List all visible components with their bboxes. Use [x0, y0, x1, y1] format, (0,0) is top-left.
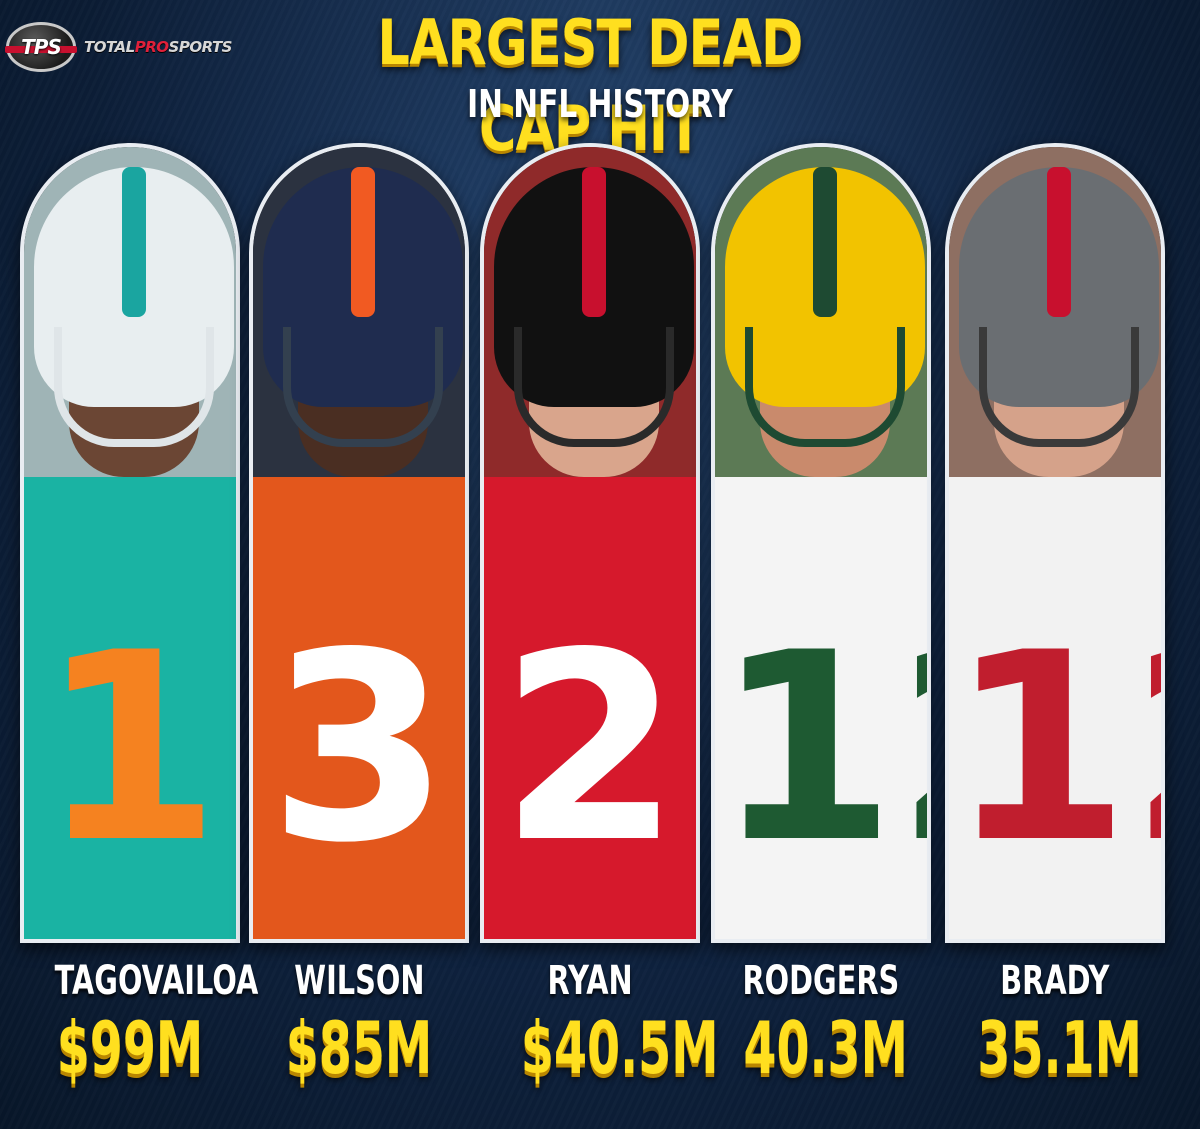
facemask-icon — [979, 327, 1139, 447]
dead-cap-value-rodgers: 40.3M — [701, 1006, 941, 1090]
jersey-number: 1 — [39, 598, 221, 900]
logo-word-sports: SPORTS — [168, 38, 233, 56]
facemask-icon — [745, 327, 905, 447]
player-photo-ryan: 2 — [484, 147, 696, 939]
player-name-ryan: RYAN — [475, 958, 705, 1004]
player-name-text: TAGOVAILOA — [54, 958, 259, 1004]
dead-cap-value-wilson: $85M — [239, 1006, 479, 1090]
helmet-icon — [263, 167, 463, 407]
helmet-stripe — [1047, 167, 1071, 317]
logo-badge-text: TPS — [21, 35, 62, 59]
dead-cap-amount: 40.3M — [743, 1006, 908, 1090]
dead-cap-value-brady: 35.1M — [935, 1006, 1175, 1090]
logo-wordmark: TOTALPROSPORTS — [84, 38, 232, 56]
jersey-number: 12 — [715, 598, 927, 900]
player-name-text: RODGERS — [742, 958, 900, 1004]
dead-cap-amount: 35.1M — [977, 1006, 1142, 1090]
player-name-tagovailoa: TAGOVAILOA — [15, 958, 259, 1004]
page-subtitle: IN NFL HISTORY — [467, 82, 733, 126]
jersey: 3 — [253, 477, 465, 939]
helmet-stripe — [813, 167, 837, 317]
jersey-number: 2 — [499, 598, 681, 900]
player-name-text: RYAN — [547, 958, 633, 1004]
player-photo-brady: 12 — [949, 147, 1161, 939]
brand-logo: TPS TOTALPROSPORTS — [5, 22, 232, 72]
helmet-stripe — [582, 167, 606, 317]
tps-badge-icon: TPS — [5, 22, 77, 72]
helmet-stripe — [122, 167, 146, 317]
facemask-icon — [283, 327, 443, 447]
dead-cap-amount: $99M — [56, 1006, 204, 1090]
jersey: 1 — [24, 477, 236, 939]
player-card-rodgers: 12 — [711, 143, 931, 943]
player-photo-tagovailoa: 1 — [24, 147, 236, 939]
jersey-number: 12 — [949, 598, 1161, 900]
helmet-stripe — [351, 167, 375, 317]
jersey-number: 3 — [268, 598, 450, 900]
jersey: 2 — [484, 477, 696, 939]
logo-word-total: TOTAL — [84, 38, 135, 56]
player-name-brady: BRADY — [940, 958, 1170, 1004]
player-card-wilson: 3 — [249, 143, 469, 943]
jersey: 12 — [949, 477, 1161, 939]
dead-cap-amount: $40.5M — [520, 1006, 719, 1090]
player-name-text: WILSON — [293, 958, 425, 1004]
player-name-rodgers: RODGERS — [706, 958, 936, 1004]
player-card-tagovailoa: 1 — [20, 143, 240, 943]
facemask-icon — [514, 327, 674, 447]
player-card-ryan: 2 — [480, 143, 700, 943]
player-photo-rodgers: 12 — [715, 147, 927, 939]
player-photo-wilson: 3 — [253, 147, 465, 939]
dead-cap-amount: $85M — [285, 1006, 433, 1090]
jersey: 12 — [715, 477, 927, 939]
player-name-wilson: WILSON — [244, 958, 474, 1004]
dead-cap-value-ryan: $40.5M — [470, 1006, 719, 1090]
player-name-text: BRADY — [1000, 958, 1110, 1004]
facemask-icon — [54, 327, 214, 447]
player-card-brady: 12 — [945, 143, 1165, 943]
dead-cap-value-tagovailoa: $99M — [10, 1006, 250, 1090]
logo-word-pro: PRO — [134, 38, 169, 56]
